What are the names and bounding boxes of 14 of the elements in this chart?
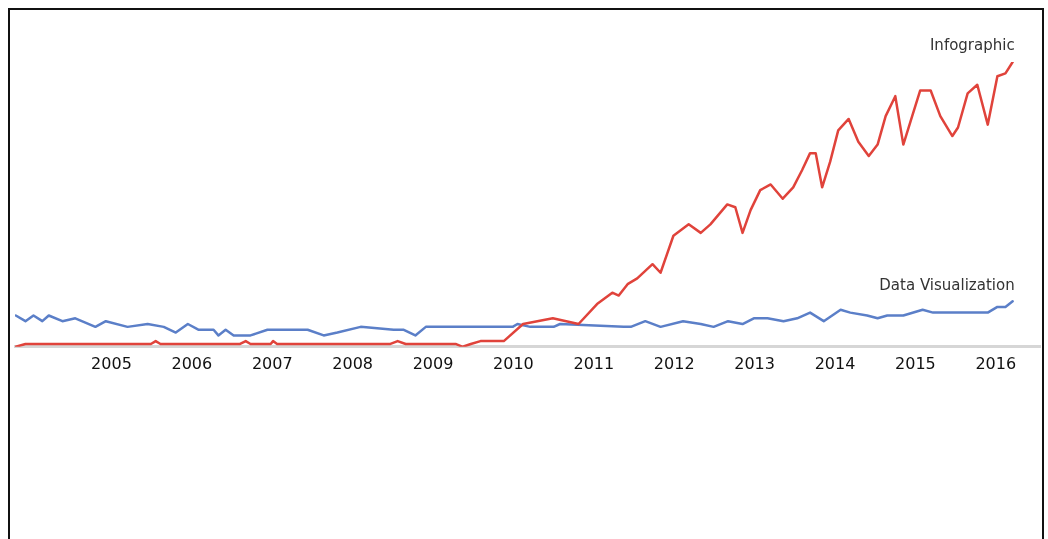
series-label: Data Visualization bbox=[879, 275, 1015, 294]
x-tick-label: 2009 bbox=[412, 353, 454, 373]
x-tick-label: 2013 bbox=[734, 353, 775, 373]
x-tick-label: 2016 bbox=[975, 353, 1017, 373]
x-tick-label: 2012 bbox=[653, 353, 695, 373]
series-label: Infographic bbox=[929, 36, 1015, 55]
x-tick-label: 2008 bbox=[332, 353, 374, 373]
x-tick-label: 2015 bbox=[895, 353, 936, 373]
x-tick-label: 2007 bbox=[251, 353, 293, 373]
x-tick-label: 2014 bbox=[814, 353, 856, 373]
x-tick-label: 2011 bbox=[573, 353, 615, 373]
x-tick-label: 2005 bbox=[91, 353, 132, 373]
x-tick-label: 2006 bbox=[171, 353, 213, 373]
x-tick-label: 2010 bbox=[493, 353, 534, 373]
